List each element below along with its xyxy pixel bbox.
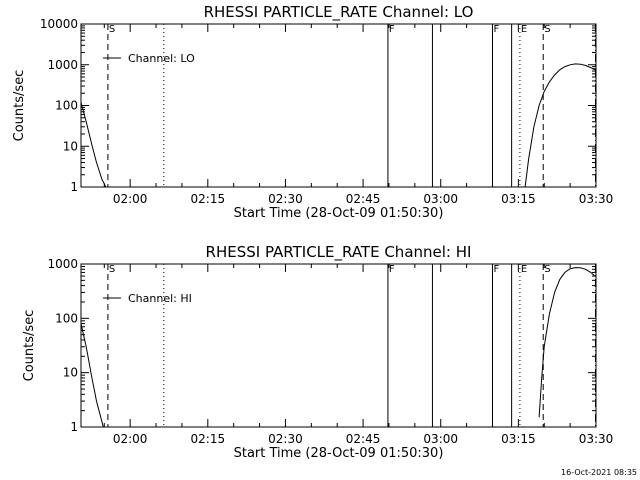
y-tick-label: 10	[63, 366, 78, 380]
series-line-2	[524, 63, 596, 188]
event-marker-label: F	[389, 264, 395, 275]
x-tick-label: 03:30	[579, 432, 614, 446]
y-tick-label: 10	[63, 139, 78, 153]
timestamp-stamp: 16-Oct-2021 08:35	[561, 468, 637, 477]
x-tick-label: 03:00	[423, 432, 458, 446]
plot-frame	[80, 263, 597, 428]
chart-panel-1: RHESSI PARTICLE_RATE Channel: LO 1 10 100 10…	[12, 3, 613, 221]
event-marker-label: S	[544, 24, 550, 35]
series-line-1	[80, 323, 104, 428]
chart-title: RHESSI PARTICLE_RATE Channel: LO	[204, 3, 474, 22]
x-tick-label: 02:00	[113, 432, 148, 446]
y-axis-label: Counts/sec	[12, 70, 27, 142]
event-marker-label: F	[493, 24, 499, 35]
series-line-1	[80, 102, 107, 188]
plot-frame	[80, 23, 597, 188]
x-tick-label: 02:15	[191, 192, 226, 206]
y-tick-label: 100	[55, 99, 78, 113]
x-tick-label: 03:30	[579, 192, 614, 206]
event-marker-label: S	[109, 264, 115, 275]
series-line-2	[538, 267, 596, 418]
y-tick-label: 1	[70, 180, 78, 194]
x-tick-label: 03:00	[423, 192, 458, 206]
legend-label: Channel: LO	[128, 52, 195, 65]
event-marker-label: S	[544, 264, 550, 275]
event-marker-label: F	[493, 264, 499, 275]
x-tick-label: 02:45	[346, 192, 381, 206]
x-axis-label: Start Time (28-Oct-09 01:50:30)	[234, 206, 444, 221]
x-tick-label: 02:45	[346, 432, 381, 446]
event-marker-label: E	[521, 24, 527, 35]
y-axis-label: Counts/sec	[22, 310, 37, 382]
event-marker-label: E	[521, 264, 527, 275]
y-tick-label: 100	[55, 311, 78, 325]
x-axis-label: Start Time (28-Oct-09 01:50:30)	[234, 446, 444, 461]
x-tick-label: 02:00	[113, 192, 148, 206]
chart-title: RHESSI PARTICLE_RATE Channel: HI	[206, 243, 472, 262]
x-tick-label: 03:15	[501, 192, 536, 206]
chart-panel-2: RHESSI PARTICLE_RATE Channel: HI 1 10 100 10…	[22, 243, 613, 461]
x-tick-label: 02:15	[191, 432, 226, 446]
y-tick-label: 1000	[47, 58, 78, 72]
y-tick-label: 1000	[47, 257, 78, 271]
event-marker-label: F	[389, 24, 395, 35]
x-tick-label: 02:30	[268, 192, 303, 206]
event-marker-label: S	[109, 24, 115, 35]
x-tick-label: 03:15	[501, 432, 536, 446]
y-tick-label: 10000	[40, 17, 78, 31]
x-tick-label: 02:30	[268, 432, 303, 446]
legend-label: Channel: HI	[128, 292, 192, 305]
y-tick-label: 1	[70, 420, 78, 434]
